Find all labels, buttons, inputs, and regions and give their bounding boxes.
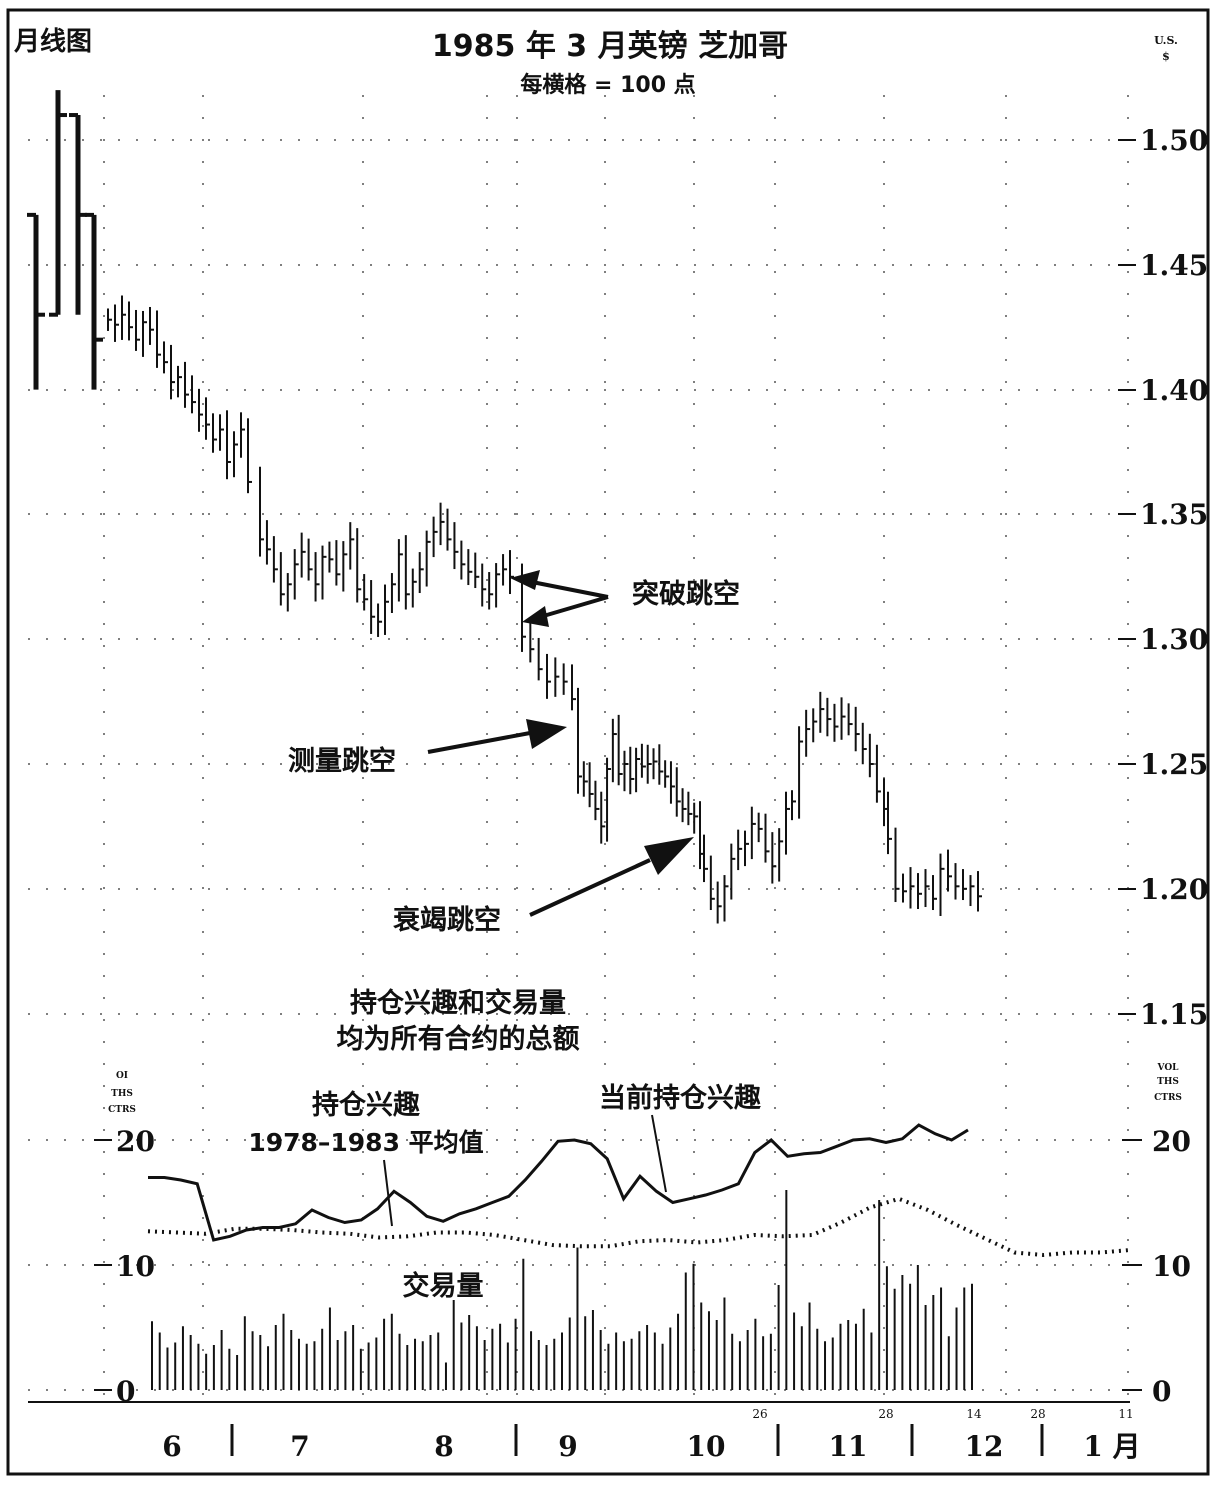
open-interest-lines [147, 1123, 1131, 1258]
corner-label: 月线图 [13, 27, 92, 57]
price-axis: 1.50 1.45 1.40 1.35 1.30 1.25 1.20 1.15 [1118, 124, 1208, 1031]
vol-tick-label: 20 [1152, 1125, 1191, 1158]
current-oi-pointer [651, 1114, 667, 1193]
oi-unit-label-2: THS [111, 1089, 133, 1099]
price-tick-label: 1.30 [1140, 623, 1208, 656]
date-tick-label: 11 [1118, 1407, 1133, 1421]
annotation-breakaway-gap: 突破跳空 [510, 570, 740, 627]
date-tick-label: 28 [1030, 1407, 1045, 1421]
month-label: 7 [290, 1430, 309, 1463]
price-tick-label: 1.35 [1140, 498, 1208, 531]
annotation-exhaustion-label: 衰竭跳空 [393, 904, 501, 936]
month-label: 9 [558, 1430, 577, 1463]
volume-bars [151, 1190, 973, 1390]
volume-label: 交易量 [403, 1270, 484, 1302]
lower-axis: 20 20 10 10 0 0 [94, 1125, 1191, 1408]
date-tick-label: 14 [966, 1407, 982, 1421]
average-oi-pointer [383, 1159, 393, 1227]
chart-title: 1985 年 3 月英镑 芝加哥 [432, 29, 788, 64]
lower-note-line-2: 均为所有合约的总额 [337, 1023, 580, 1055]
month-label: 1 月 [1083, 1430, 1140, 1463]
current-oi-line [148, 1123, 969, 1242]
price-tick-label: 1.40 [1140, 374, 1208, 407]
price-tick-label: 1.15 [1140, 998, 1208, 1031]
chart-border [6, 8, 1210, 1476]
month-label: 12 [965, 1430, 1004, 1463]
price-tick-label: 1.25 [1140, 748, 1208, 781]
vol-unit-label-3: CTRS [1154, 1093, 1182, 1103]
vol-unit-label-2: THS [1157, 1077, 1179, 1087]
oi-unit-label-3: CTRS [108, 1105, 136, 1115]
monthly-bars [27, 90, 103, 390]
oi-tick-label: 0 [116, 1375, 135, 1408]
price-tick-label: 1.20 [1140, 873, 1208, 906]
current-oi-label: 当前持仓兴趣 [599, 1082, 761, 1114]
annotation-exhaustion-gap: 衰竭跳空 [393, 837, 694, 936]
date-tick-label: 26 [752, 1407, 767, 1421]
oi-unit-label-1: OI [116, 1071, 128, 1081]
month-label: 6 [162, 1430, 181, 1463]
price-unit-label-bottom: $ [1162, 50, 1170, 63]
vol-tick-label: 10 [1152, 1250, 1191, 1283]
price-unit-label-top: U.S. [1154, 34, 1178, 47]
annotation-breakaway-label: 突破跳空 [632, 578, 740, 610]
daily-bars [107, 295, 982, 924]
chart-subtitle: 每横格 = 100 点 [520, 72, 695, 98]
average-oi-label-2: 1978–1983 平均值 [248, 1128, 483, 1157]
x-axis: 6 7 8 9 10 11 12 1 月 26 28 14 28 11 [28, 1401, 1141, 1463]
month-label: 10 [687, 1430, 726, 1463]
lower-note-line-1: 持仓兴趣和交易量 [350, 987, 566, 1019]
vol-unit-label-1: VOL [1157, 1063, 1180, 1073]
price-tick-label: 1.45 [1140, 249, 1208, 282]
average-oi-line [147, 1196, 1131, 1258]
grid [28, 95, 1130, 1400]
price-tick-label: 1.50 [1140, 124, 1208, 157]
annotation-measuring-gap: 测量跳空 [288, 719, 567, 777]
vol-tick-label: 0 [1152, 1375, 1171, 1408]
month-label: 8 [434, 1430, 453, 1463]
oi-tick-label: 20 [116, 1125, 155, 1158]
annotation-measuring-label: 测量跳空 [288, 745, 396, 777]
oi-tick-label: 10 [116, 1250, 155, 1283]
average-oi-label-1: 持仓兴趣 [312, 1090, 420, 1121]
month-label: 11 [829, 1430, 868, 1463]
date-tick-label: 28 [878, 1407, 893, 1421]
